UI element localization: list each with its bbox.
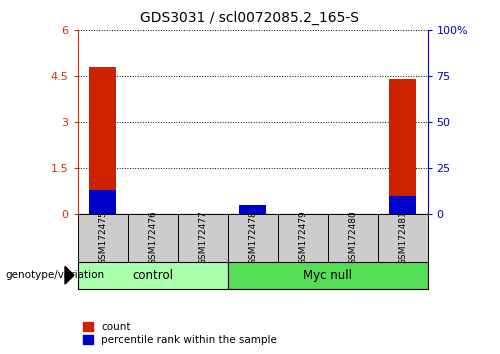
Bar xyxy=(239,208,266,214)
Bar xyxy=(239,205,266,214)
FancyBboxPatch shape xyxy=(178,214,228,262)
FancyBboxPatch shape xyxy=(278,214,328,262)
FancyBboxPatch shape xyxy=(128,214,178,262)
Text: GDS3031 / scl0072085.2_165-S: GDS3031 / scl0072085.2_165-S xyxy=(140,11,360,25)
Text: GSM172478: GSM172478 xyxy=(248,211,257,266)
FancyBboxPatch shape xyxy=(378,214,428,262)
Text: GSM172481: GSM172481 xyxy=(398,211,407,266)
FancyBboxPatch shape xyxy=(328,214,378,262)
Text: GSM172475: GSM172475 xyxy=(98,211,107,266)
Polygon shape xyxy=(65,266,74,284)
Bar xyxy=(389,79,416,214)
Bar xyxy=(89,67,116,214)
Text: GSM172479: GSM172479 xyxy=(298,211,307,266)
Bar xyxy=(389,196,416,214)
Text: genotype/variation: genotype/variation xyxy=(5,270,104,280)
FancyBboxPatch shape xyxy=(228,214,278,262)
Text: Myc null: Myc null xyxy=(303,269,352,282)
Text: GSM172476: GSM172476 xyxy=(148,211,157,266)
FancyBboxPatch shape xyxy=(228,262,428,289)
Text: GSM172477: GSM172477 xyxy=(198,211,207,266)
FancyBboxPatch shape xyxy=(78,262,228,289)
Bar xyxy=(89,190,117,214)
FancyBboxPatch shape xyxy=(78,214,128,262)
Text: GSM172480: GSM172480 xyxy=(348,211,357,266)
Text: control: control xyxy=(132,269,173,282)
Legend: count, percentile rank within the sample: count, percentile rank within the sample xyxy=(82,322,278,345)
